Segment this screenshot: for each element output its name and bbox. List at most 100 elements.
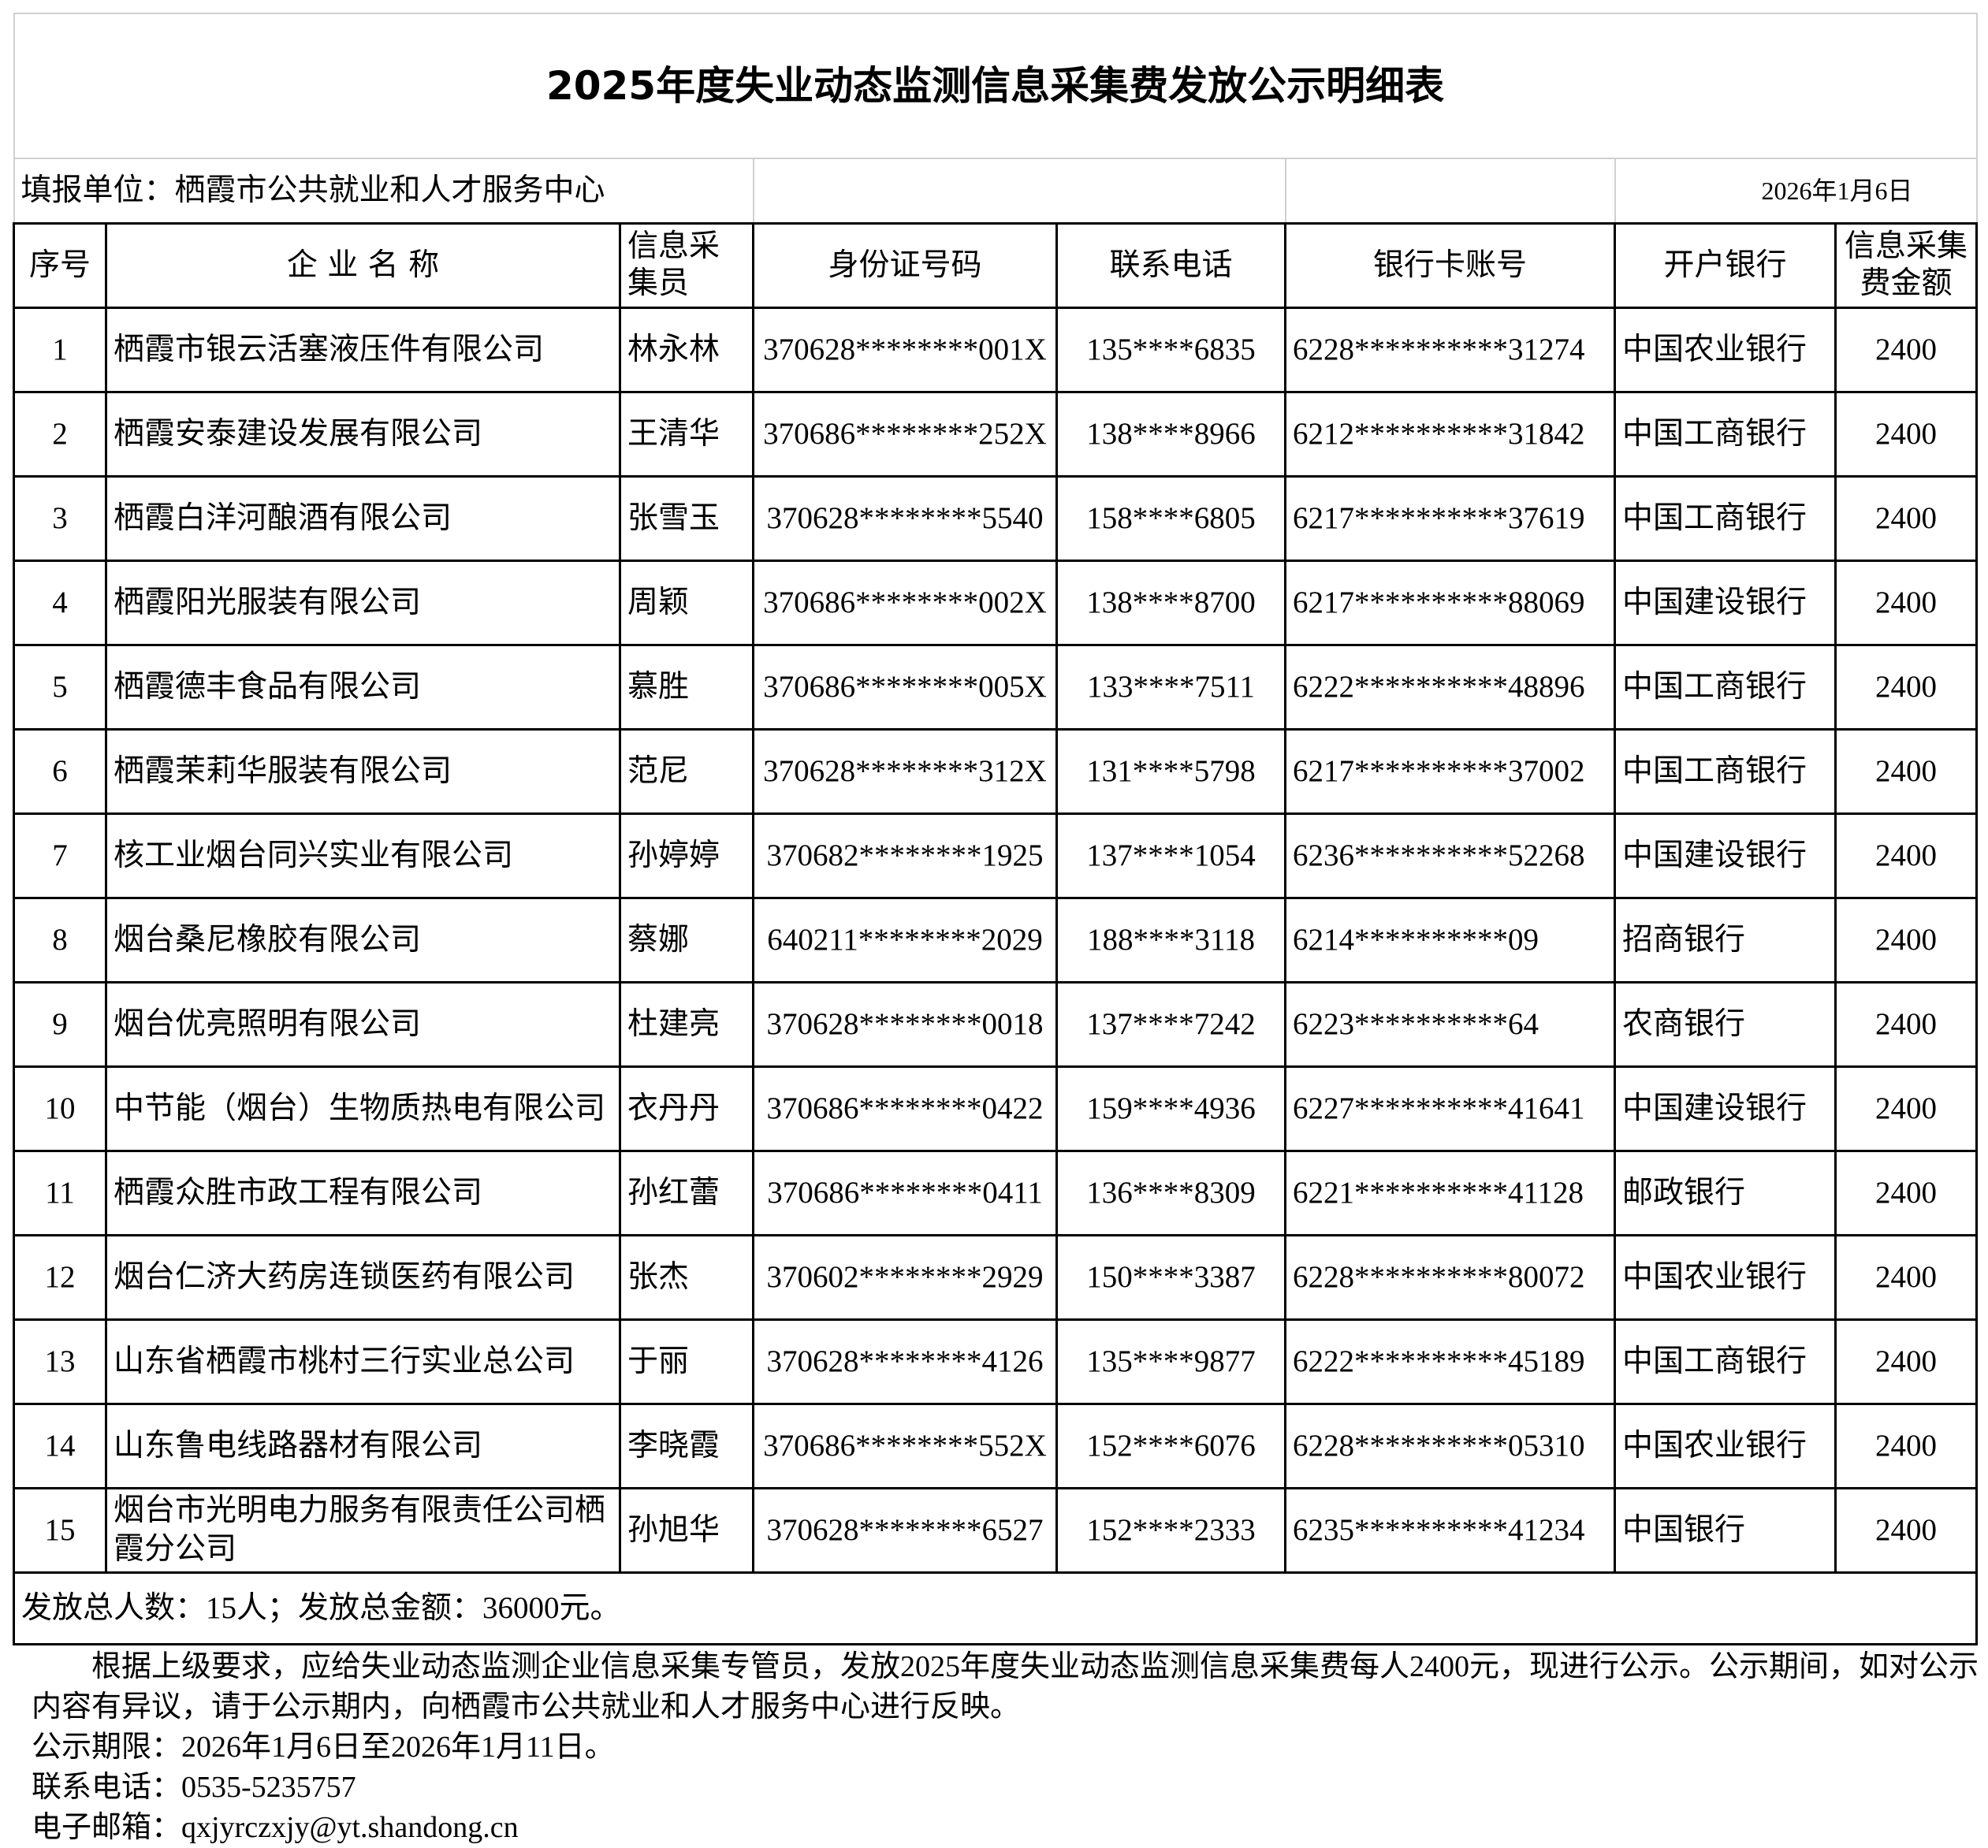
cell: 张杰 xyxy=(619,1234,754,1321)
cell: 2400 xyxy=(1834,644,1979,731)
cell: 栖霞众胜市政工程有限公司 xyxy=(105,1150,621,1236)
cell: 13 xyxy=(13,1318,107,1405)
cell: 2400 xyxy=(1834,1234,1979,1321)
cell: 9 xyxy=(13,981,107,1068)
data-row: 5 栖霞德丰食品有限公司 慕胜 370686********005X 133****75… xyxy=(13,644,1979,731)
blank-cell xyxy=(752,158,1286,225)
data-row: 3 栖霞白洋河酿酒有限公司 张雪玉 370628********5540 158****… xyxy=(13,475,1979,562)
cell: 范尼 xyxy=(619,728,754,815)
data-row: 4 栖霞阳光服装有限公司 周颖 370686********002X 138****87… xyxy=(13,560,1979,646)
cell: 中国工商银行 xyxy=(1614,1318,1837,1405)
column-header: 企 业 名 称 xyxy=(105,222,621,309)
column-header: 身份证号码 xyxy=(752,222,1058,309)
cell: 370628********0018 xyxy=(752,981,1058,1068)
cell: 中国农业银行 xyxy=(1614,1403,1837,1489)
cell: 慕胜 xyxy=(619,644,754,731)
data-row: 6 栖霞茉莉华服装有限公司 范尼 370628********312X 131****5… xyxy=(13,728,1979,815)
cell: 6217**********88069 xyxy=(1284,560,1616,646)
cell: 15 xyxy=(13,1487,107,1574)
cell: 栖霞市银云活塞液压件有限公司 xyxy=(105,307,621,393)
cell: 中国农业银行 xyxy=(1614,1234,1837,1321)
cell: 6223**********64 xyxy=(1284,981,1616,1068)
summary-row: 发放总人数：15人；发放总金额：36000元。 xyxy=(12,1571,1979,1645)
cell: 6217**********37619 xyxy=(1284,475,1616,562)
note-line: 根据上级要求，应给失业动态监测企业信息采集专管员，发放2025年度失业动态监测信… xyxy=(32,1650,1979,1723)
cell: 2400 xyxy=(1834,307,1979,393)
cell: 2400 xyxy=(1834,728,1979,815)
cell: 栖霞德丰食品有限公司 xyxy=(105,644,621,731)
cell: 370628********4126 xyxy=(752,1318,1058,1405)
cell: 138****8700 xyxy=(1055,560,1286,646)
cell: 158****6805 xyxy=(1055,475,1286,562)
column-header: 信息采集员 xyxy=(619,222,754,309)
column-header: 序号 xyxy=(13,222,107,309)
cell: 山东鲁电线路器材有限公司 xyxy=(105,1403,621,1489)
cell: 370628********001X xyxy=(752,307,1058,393)
cell: 2400 xyxy=(1834,812,1979,899)
data-row: 11 栖霞众胜市政工程有限公司 孙红蕾 370686********0411 136**… xyxy=(13,1150,1979,1236)
cell: 中国工商银行 xyxy=(1614,391,1837,478)
cell: 邮政银行 xyxy=(1614,1150,1837,1236)
detail-table: 2025年度失业动态监测信息采集费发放公示明细表 填报单位：栖霞市公共就业和人才… xyxy=(12,13,1979,1645)
cell: 烟台优亮照明有限公司 xyxy=(105,981,621,1068)
cell: 核工业烟台同兴实业有限公司 xyxy=(105,812,621,899)
cell: 林永林 xyxy=(619,307,754,393)
cell: 5 xyxy=(13,644,107,731)
cell: 周颖 xyxy=(619,560,754,646)
cell: 131****5798 xyxy=(1055,728,1286,815)
cell: 370628********5540 xyxy=(752,475,1058,562)
cell: 中国农业银行 xyxy=(1614,307,1837,393)
cell: 中国建设银行 xyxy=(1614,1065,1837,1152)
cell: 中国工商银行 xyxy=(1614,475,1837,562)
cell: 188****3118 xyxy=(1055,897,1286,983)
cell: 中国建设银行 xyxy=(1614,812,1837,899)
cell: 张雪玉 xyxy=(619,475,754,562)
cell: 370686********252X xyxy=(752,391,1058,478)
cell: 640211********2029 xyxy=(752,897,1058,983)
cell: 蔡娜 xyxy=(619,897,754,983)
header-row: 序号企 业 名 称信息采集员 身份证号码 联系电话 银行卡账号 开户银行 信息采集费金额 xyxy=(13,222,1979,309)
cell: 6227**********41641 xyxy=(1284,1065,1616,1152)
cell: 栖霞阳光服装有限公司 xyxy=(105,560,621,646)
cell: 中国工商银行 xyxy=(1614,728,1837,815)
cell: 3 xyxy=(13,475,107,562)
cell: 135****6835 xyxy=(1055,307,1286,393)
note-line: 联系电话：0535-5235757 xyxy=(32,1771,356,1804)
cell: 10 xyxy=(13,1065,107,1152)
cell: 2400 xyxy=(1834,897,1979,983)
cell: 370602********2929 xyxy=(752,1234,1058,1321)
data-row: 9 烟台优亮照明有限公司 杜建亮 370628********0018 137****7… xyxy=(13,981,1979,1068)
data-row: 12 烟台仁济大药房连锁医药有限公司 张杰 370602********2929 150… xyxy=(13,1234,1979,1321)
column-header: 联系电话 xyxy=(1055,222,1286,309)
cell: 6228**********80072 xyxy=(1284,1234,1616,1321)
cell: 中国银行 xyxy=(1614,1487,1837,1574)
cell: 2 xyxy=(13,391,107,478)
cell: 衣丹丹 xyxy=(619,1065,754,1152)
cell: 栖霞安泰建设发展有限公司 xyxy=(105,391,621,478)
cell: 孙婷婷 xyxy=(619,812,754,899)
cell: 8 xyxy=(13,897,107,983)
cell: 370686********0422 xyxy=(752,1065,1058,1152)
cell: 2400 xyxy=(1834,1487,1979,1574)
cell: 1 xyxy=(13,307,107,393)
cell: 6228**********31274 xyxy=(1284,307,1616,393)
cell: 于丽 xyxy=(619,1318,754,1405)
data-row: 2 栖霞安泰建设发展有限公司 王清华 370686********252X 138***… xyxy=(13,391,1979,478)
column-header: 信息采集费金额 xyxy=(1834,222,1979,309)
cell: 136****8309 xyxy=(1055,1150,1286,1236)
data-row: 7 核工业烟台同兴实业有限公司 孙婷婷 370682********1925 137**… xyxy=(13,812,1979,899)
cell: 6222**********45189 xyxy=(1284,1318,1616,1405)
cell: 370686********005X xyxy=(752,644,1058,731)
cell: 6228**********05310 xyxy=(1284,1403,1616,1489)
cell: 栖霞白洋河酿酒有限公司 xyxy=(105,475,621,562)
cell: 14 xyxy=(13,1403,107,1489)
cell: 6222**********48896 xyxy=(1284,644,1616,731)
cell: 6221**********41128 xyxy=(1284,1150,1616,1236)
cell: 159****4936 xyxy=(1055,1065,1286,1152)
cell: 152****2333 xyxy=(1055,1487,1286,1574)
cell: 138****8966 xyxy=(1055,391,1286,478)
data-row: 14 山东鲁电线路器材有限公司 李晓霞 370686********552X 152**… xyxy=(13,1403,1979,1489)
cell: 6217**********37002 xyxy=(1284,728,1616,815)
data-row: 10 中节能（烟台）生物质热电有限公司 衣丹丹 370686********0422 1… xyxy=(13,1065,1979,1152)
